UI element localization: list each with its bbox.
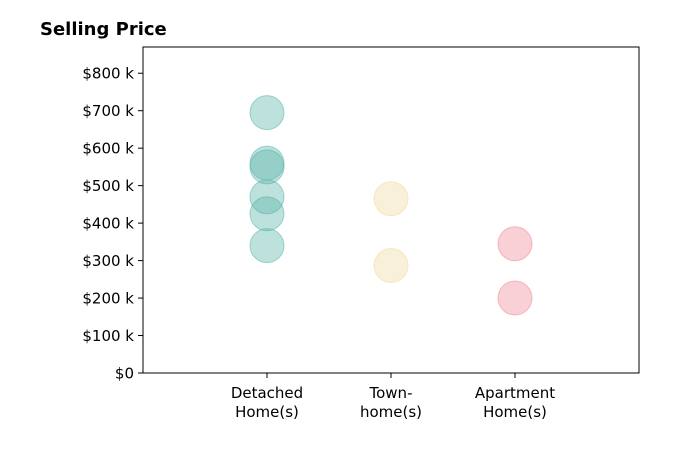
data-point bbox=[497, 280, 533, 316]
y-tick-label: $800 k bbox=[82, 65, 134, 83]
data-point bbox=[497, 226, 533, 262]
data-point bbox=[373, 247, 409, 283]
data-point bbox=[249, 228, 285, 264]
y-tick-label: $600 k bbox=[82, 140, 134, 158]
x-tick-label-line: Home(s) bbox=[235, 403, 299, 421]
y-tick-label: $400 k bbox=[82, 215, 134, 233]
y-tick-label: $200 k bbox=[82, 290, 134, 308]
x-tick-label-line: Home(s) bbox=[483, 403, 547, 421]
x-tick-label-line: Town- bbox=[369, 384, 413, 402]
data-points bbox=[249, 95, 533, 316]
x-tick-label-line: Apartment bbox=[475, 384, 555, 402]
data-point bbox=[249, 95, 285, 131]
data-point bbox=[249, 149, 285, 185]
y-tick-label: $0 bbox=[115, 365, 134, 383]
x-tick-label-line: Detached bbox=[231, 384, 303, 402]
x-tick-label: Apartment Home(s) bbox=[475, 384, 555, 421]
y-axis: $0 $100 k $200 k $300 k $400 k $500 k $600 k $7… bbox=[82, 65, 143, 383]
x-tick-label: Town-home(s) bbox=[360, 384, 422, 421]
x-tick-label: Detached Home(s) bbox=[231, 384, 303, 421]
y-tick-label: $700 k bbox=[82, 102, 134, 120]
y-tick-label: $300 k bbox=[82, 252, 134, 270]
y-tick-label: $500 k bbox=[82, 177, 134, 195]
data-point bbox=[249, 196, 285, 232]
chart-title: Selling Price bbox=[40, 19, 167, 40]
y-tick-label: $100 k bbox=[82, 327, 134, 345]
x-tick-label-line: home(s) bbox=[360, 403, 422, 421]
data-point bbox=[373, 181, 409, 217]
x-axis: Detached Home(s)Town-home(s)Apartment Home… bbox=[231, 373, 555, 421]
